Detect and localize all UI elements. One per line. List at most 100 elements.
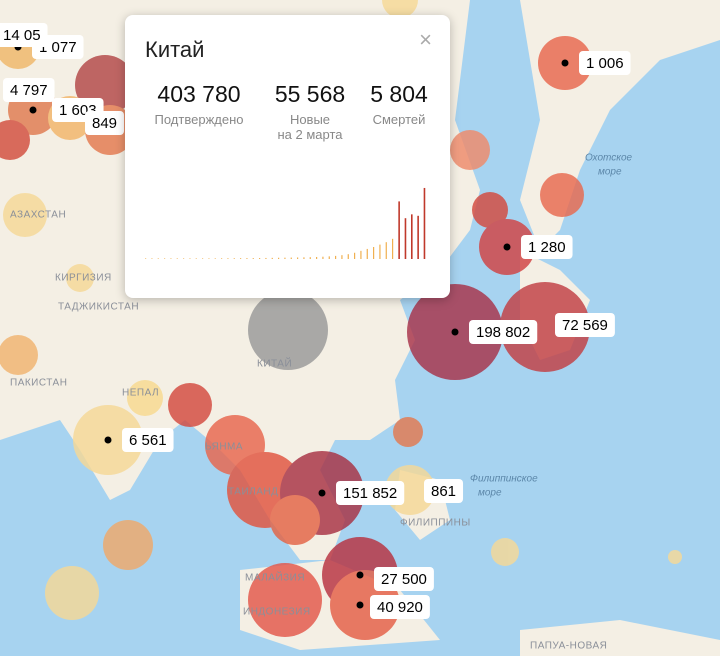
marker-dot	[29, 106, 37, 114]
bar	[392, 238, 394, 259]
marker-label: 151 852	[336, 481, 405, 505]
marker-label: 849	[85, 111, 125, 135]
bar	[423, 187, 426, 259]
circle	[540, 173, 584, 217]
bar	[259, 258, 261, 259]
place-label: ТАИЛАНД	[228, 487, 278, 498]
label-text: 14 05	[3, 27, 41, 44]
label-text: 849	[92, 115, 117, 132]
bar	[208, 258, 210, 259]
bar	[170, 258, 172, 259]
sea-label: море	[478, 488, 502, 499]
stat-sublabel: на 2 марта	[277, 127, 343, 142]
label-text: 27 500	[381, 571, 427, 588]
bar	[366, 248, 368, 259]
stat: 55 568 Новые на 2 марта	[265, 81, 355, 142]
place-label: МАЛАЙЗИЯ	[245, 571, 305, 584]
place-label: ФИЛИППИНЫ	[400, 518, 471, 529]
bar	[221, 258, 223, 259]
label-box	[469, 320, 538, 344]
bar	[385, 242, 387, 259]
bar	[347, 254, 349, 259]
circle	[168, 383, 212, 427]
circle	[500, 282, 590, 372]
bar	[240, 258, 242, 259]
bar	[297, 257, 299, 259]
label-box	[3, 78, 55, 102]
circle	[66, 264, 94, 292]
circle	[248, 290, 328, 370]
circle	[668, 550, 682, 564]
bar	[290, 257, 292, 259]
marker-label: 4 797	[3, 78, 55, 102]
place-label: ТАДЖИКИСТАН	[58, 302, 139, 313]
label-text: 40 920	[377, 599, 423, 616]
marker-label: 1 006	[579, 51, 631, 75]
marker-dot	[356, 601, 364, 609]
label-box	[521, 235, 573, 259]
bar	[373, 247, 375, 259]
circle	[0, 120, 30, 160]
bar	[246, 258, 248, 259]
bar	[328, 256, 330, 259]
bar	[227, 258, 229, 259]
sea-label: Охотское	[585, 153, 633, 164]
bar	[354, 252, 356, 259]
marker-dot	[318, 489, 326, 497]
bar	[278, 257, 280, 259]
label-box	[122, 428, 174, 452]
label-text: 72 569	[562, 317, 608, 334]
bar	[151, 258, 153, 259]
marker-label: 861	[424, 479, 464, 503]
label-text: 198 802	[476, 324, 530, 341]
circle	[472, 192, 508, 228]
label-text: 4 797	[10, 82, 48, 99]
circle	[450, 130, 490, 170]
marker-dot	[503, 243, 511, 251]
sparkline	[145, 187, 426, 259]
label-text: 1 077	[39, 39, 77, 56]
marker-label: 6 561	[122, 428, 174, 452]
bar	[309, 257, 311, 259]
stat-value: 55 568	[274, 81, 346, 107]
circle	[3, 193, 47, 237]
circle	[491, 538, 519, 566]
sea-label: Филиппинское	[470, 474, 538, 485]
label-box	[555, 313, 615, 337]
bar	[271, 257, 273, 259]
place-label: ИНДОНЕЗИЯ	[243, 607, 311, 618]
label-box	[85, 111, 125, 135]
label-text: 1 006	[586, 55, 624, 72]
circle	[45, 566, 99, 620]
stat-label: Смертей	[372, 112, 426, 127]
place-label: ПАКИСТАН	[10, 378, 67, 389]
label-box	[370, 595, 430, 619]
bar	[157, 258, 159, 259]
marker-dot	[356, 571, 364, 579]
bar	[214, 258, 216, 259]
bar	[335, 255, 337, 259]
place-label: АЗАХСТАН	[10, 210, 66, 221]
bar	[189, 258, 191, 259]
label-box	[336, 481, 405, 505]
place-label: КИРГИЗИЯ	[55, 273, 112, 284]
bar	[252, 258, 254, 259]
label-text: 1 280	[528, 239, 566, 256]
circle	[393, 417, 423, 447]
stat-value: 5 804	[370, 81, 428, 107]
stat: 403 780 Подтверждено	[143, 81, 255, 127]
land	[520, 620, 720, 656]
label-text: 861	[431, 483, 456, 500]
bar	[322, 256, 324, 259]
marker-dot	[451, 328, 459, 336]
stat: 5 804 Смертей	[363, 81, 435, 127]
label-text: 151 852	[343, 485, 397, 502]
close-button[interactable]: ×	[419, 27, 432, 52]
bar	[360, 250, 362, 259]
bar	[398, 201, 400, 259]
label-box	[374, 567, 434, 591]
popup: Китай × 403 780 Подтверждено 55 568 Новы…	[125, 15, 450, 298]
stat-label: Новые	[289, 112, 331, 127]
